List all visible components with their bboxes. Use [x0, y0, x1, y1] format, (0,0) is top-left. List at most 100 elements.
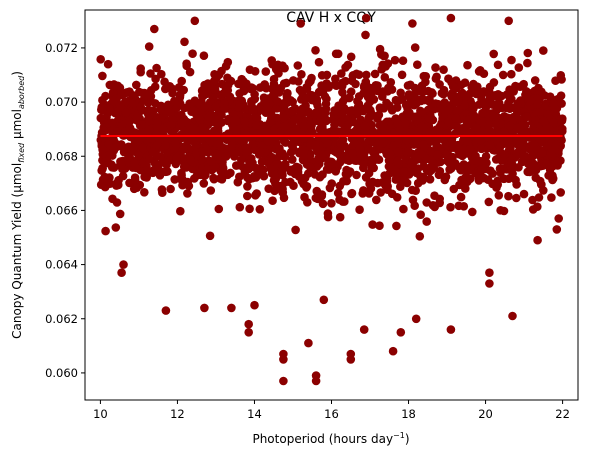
scatter-point: [280, 122, 289, 131]
scatter-point: [199, 51, 209, 60]
scatter-point: [556, 188, 565, 197]
scatter-point: [391, 95, 401, 105]
scatter-point: [425, 175, 435, 184]
scatter-point: [307, 120, 316, 130]
scatter-point: [157, 69, 166, 79]
scatter-point: [118, 171, 128, 181]
scatter-point: [188, 106, 198, 116]
scatter-point: [243, 191, 252, 201]
x-axis-label-end: ): [405, 432, 410, 446]
scatter-point: [485, 279, 494, 288]
y-axis-label: Canopy Quantum Yield (μmolfixed μmolabor…: [10, 71, 26, 339]
scatter-point: [484, 197, 494, 207]
scatter-point: [486, 166, 495, 175]
scatter-point: [375, 221, 384, 230]
scatter-point: [361, 13, 371, 23]
scatter-point: [493, 92, 502, 102]
scatter-point: [477, 96, 487, 106]
scatter-point: [98, 105, 107, 115]
scatter-point: [472, 89, 481, 99]
scatter-point: [456, 192, 466, 202]
y-axis-label-sub1: fixed: [17, 142, 26, 163]
scatter-point: [152, 63, 161, 73]
scatter-point: [426, 163, 435, 172]
scatter-point: [331, 49, 341, 59]
scatter-point: [457, 89, 467, 98]
scatter-point: [338, 88, 347, 97]
scatter-point: [223, 86, 233, 95]
scatter-point: [124, 153, 133, 162]
scatter-point: [114, 180, 123, 190]
scatter-point: [319, 295, 329, 305]
scatter-point: [314, 87, 324, 97]
scatter-point: [411, 314, 421, 324]
scatter-point: [290, 115, 299, 125]
scatter-point: [541, 159, 551, 169]
scatter-point: [140, 188, 149, 197]
scatter-point: [408, 19, 417, 28]
scatter-point: [415, 86, 425, 95]
scatter-point: [523, 48, 533, 58]
scatter-point: [145, 154, 154, 164]
scatter-point: [248, 173, 257, 183]
scatter-point: [227, 303, 236, 313]
scatter-point: [504, 16, 513, 26]
scatter-point: [507, 55, 516, 65]
scatter-point: [459, 145, 468, 154]
scatter-point: [120, 127, 129, 137]
scatter-point: [529, 139, 539, 149]
y-axis-label-main: Canopy Quantum Yield (μmol: [10, 163, 24, 339]
y-tick-label: 0.070: [45, 95, 78, 109]
scatter-point: [375, 103, 385, 112]
scatter-point: [456, 80, 466, 90]
scatter-point: [370, 69, 380, 79]
scatter-point: [318, 199, 328, 209]
scatter-point: [314, 57, 324, 67]
scatter-point: [458, 179, 468, 188]
scatter-point: [337, 81, 347, 91]
scatter-point: [416, 210, 426, 219]
scatter-point: [297, 107, 306, 117]
scatter-point: [385, 101, 394, 110]
x-axis-label: Photoperiod (hours day−1): [252, 431, 409, 446]
x-axis-ticks: 10 12 14 16 18 20 22: [93, 400, 570, 421]
scatter-point: [383, 185, 392, 194]
scatter-point: [158, 124, 168, 133]
scatter-point: [343, 60, 353, 70]
scatter-point: [435, 194, 445, 204]
scatter-point: [262, 105, 272, 114]
scatter-point: [214, 204, 224, 214]
scatter-point: [129, 158, 139, 168]
scatter-point: [413, 178, 423, 188]
scatter-point: [281, 159, 290, 169]
scatter-point: [477, 144, 486, 154]
scatter-point: [278, 170, 287, 180]
scatter-point: [469, 111, 479, 120]
scatter-point: [509, 87, 518, 96]
scatter-point: [388, 346, 398, 356]
scatter-point: [535, 107, 545, 116]
scatter-point: [489, 49, 499, 59]
scatter-point: [279, 193, 289, 203]
scatter-point: [350, 156, 360, 165]
scatter-point: [536, 180, 546, 189]
scatter-point: [161, 167, 171, 177]
scatter-point: [289, 76, 298, 85]
scatter-point: [280, 63, 289, 73]
scatter-point: [378, 87, 388, 96]
scatter-point: [447, 92, 457, 102]
scatter-point: [218, 163, 228, 173]
scatter-point: [514, 63, 524, 72]
scatter-point: [115, 209, 125, 219]
y-axis-ticks: 0.060 0.062 0.064 0.066 0.068 0.070 0.072: [45, 41, 85, 380]
scatter-point: [392, 103, 402, 112]
scatter-point: [433, 142, 442, 151]
scatter-point: [191, 148, 201, 158]
scatter-point: [474, 132, 483, 142]
scatter-point: [186, 155, 195, 164]
scatter-point: [161, 306, 171, 315]
scatter-point: [144, 125, 154, 135]
x-tick-label: 22: [555, 407, 570, 421]
scatter-point: [443, 106, 453, 116]
scatter-point: [182, 117, 192, 127]
